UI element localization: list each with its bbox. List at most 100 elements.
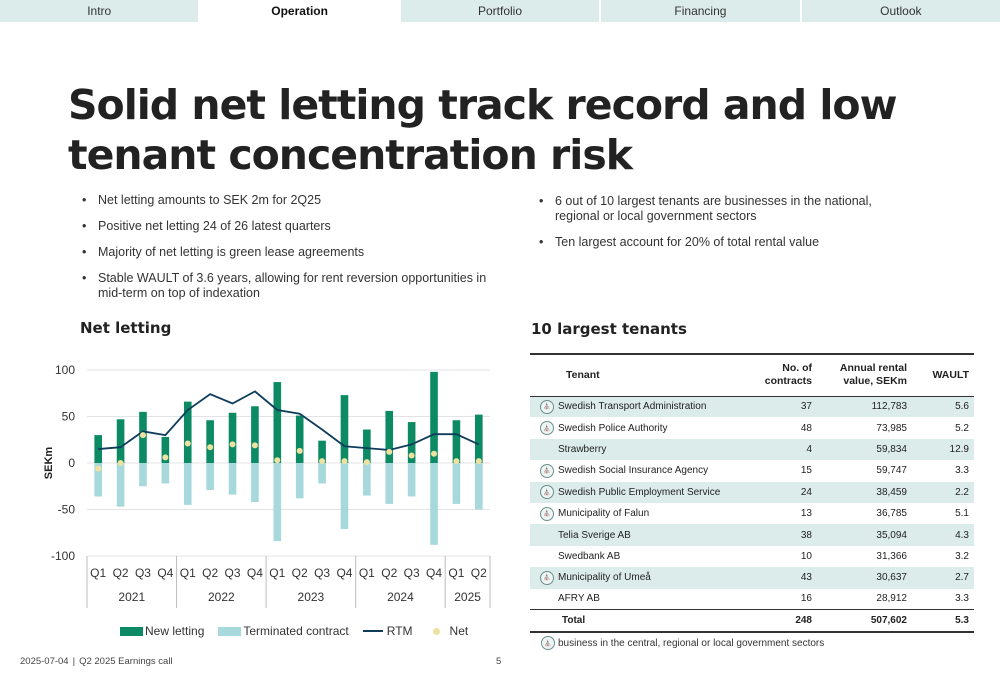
point-net — [139, 432, 146, 439]
x-tick-label: Q3 — [404, 566, 420, 580]
point-net — [296, 447, 303, 454]
bullet-item: Majority of net letting is green lease a… — [80, 245, 500, 260]
cell-contracts: 37 — [800, 401, 812, 413]
table-row: Swedbank AB 10 31,366 3.2 — [530, 546, 974, 567]
legend-rtm: RTM — [362, 624, 413, 638]
bullet-item: Positive net letting 24 of 26 latest qua… — [80, 219, 500, 234]
slide-footer: 2025-07-04 | Q2 2025 Earnings call — [20, 656, 173, 667]
x-tick-label: Q1 — [359, 566, 375, 580]
point-net — [162, 454, 169, 461]
cell-contracts: 4 — [806, 443, 812, 455]
legend-label: Terminated contract — [243, 624, 349, 638]
point-net — [363, 459, 370, 466]
cell-tenant: Swedbank AB — [530, 546, 760, 567]
col-header-contracts: No. of contracts — [760, 354, 812, 396]
x-tick-label: Q2 — [381, 566, 397, 580]
point-net — [251, 442, 258, 449]
point-net — [386, 448, 393, 455]
cell-value: 31,366 — [876, 550, 907, 562]
col-header-value: Annual rental value, SEKm — [812, 354, 907, 396]
bar-new-letting — [385, 410, 394, 463]
bar-terminated — [474, 463, 483, 510]
bar-terminated — [228, 463, 237, 495]
point-net — [229, 441, 236, 448]
bar-terminated — [94, 463, 103, 497]
table-row: ⛪ Swedish Public Employment Service 24 38,4… — [530, 481, 974, 503]
slide-title: Solid net letting track record and low t… — [68, 81, 897, 179]
x-tick-label: Q2 — [202, 566, 218, 580]
point-net — [117, 460, 124, 466]
tenant-name: Municipality of Falun — [558, 508, 650, 520]
bar-new-letting — [318, 440, 326, 463]
footer-date: 2025-07-04 — [20, 656, 69, 667]
government-building-icon: ⛪ — [540, 506, 554, 521]
bar-terminated — [139, 463, 147, 487]
x-tick-label: Q3 — [314, 566, 330, 580]
cell-value: 30,637 — [876, 572, 907, 584]
x-tick-label: Q2 — [471, 566, 487, 580]
cell-wault: 3.2 — [955, 550, 969, 562]
legend-terminated: Terminated contract — [218, 624, 349, 638]
point-net — [274, 457, 281, 464]
bar-new-letting — [363, 429, 371, 463]
bar-terminated — [116, 463, 125, 507]
tenant-name: AFRY AB — [558, 593, 600, 605]
x-tick-label: Q1 — [180, 566, 196, 580]
total-wault: 5.3 — [955, 615, 969, 627]
cell-contracts: 24 — [800, 486, 812, 498]
cell-wault: 3.3 — [955, 593, 969, 605]
bar-terminated — [340, 463, 349, 530]
y-tick-label: 100 — [55, 363, 75, 377]
table-row: ⛪ Swedish Transport Administration 37 112,7… — [530, 396, 974, 418]
tenant-name-wrap: Telia Sverige AB — [540, 530, 760, 541]
net-letting-title: Net letting — [80, 319, 172, 337]
cell-contracts: 13 — [800, 508, 812, 520]
total-contracts: 248 — [795, 615, 812, 627]
nav-tab-portfolio[interactable]: Portfolio — [400, 0, 600, 22]
bar-terminated — [430, 463, 438, 545]
legend-label: Net — [449, 624, 469, 638]
y-tick-label: 50 — [62, 410, 76, 424]
government-building-icon: ⛪ — [540, 421, 554, 436]
bar-terminated — [161, 463, 170, 484]
nav-tab-financing[interactable]: Financing — [601, 0, 800, 22]
x-group-label: 2025 — [454, 590, 481, 604]
cell-contracts: 10 — [800, 550, 812, 562]
nav-tab-operation[interactable]: Operation — [200, 0, 399, 22]
tenant-name: Swedish Social Insurance Agency — [558, 465, 709, 477]
top-nav: Intro Operation Portfolio Financing Outl… — [0, 0, 1000, 22]
legend-net: Net — [427, 624, 469, 638]
bar-new-letting — [452, 420, 461, 463]
table-row: Telia Sverige AB 38 35,094 4.3 — [530, 524, 974, 546]
chart-legend: New letting Terminated contract RTM Net — [120, 624, 482, 638]
point-net — [341, 458, 348, 465]
bar-terminated — [407, 463, 416, 497]
bullet-item: Net letting amounts to SEK 2m for 2Q25 — [80, 193, 500, 208]
government-building-icon: ⛪ — [540, 485, 554, 500]
bar-terminated — [251, 463, 259, 503]
y-tick-label: -100 — [51, 549, 75, 563]
cell-contracts: 15 — [800, 465, 812, 477]
cell-contracts: 43 — [800, 572, 812, 584]
cell-value: 73,985 — [876, 422, 907, 434]
government-building-icon: ⛪ — [540, 570, 554, 585]
legend-label: RTM — [386, 624, 413, 638]
col-header-tenant: Tenant — [566, 368, 600, 381]
x-tick-label: Q4 — [426, 566, 442, 580]
government-building-icon: ⛪ — [541, 636, 555, 650]
cell-value: 38,459 — [876, 486, 907, 498]
cell-value: 59,834 — [876, 443, 907, 455]
tenant-name-wrap: ⛪ Swedish Transport Administration — [540, 399, 760, 414]
x-tick-label: Q1 — [90, 566, 106, 580]
cell-tenant: ⛪ Swedish Public Employment Service — [530, 482, 760, 503]
tenant-name: Telia Sverige AB — [558, 529, 631, 541]
page-number: 5 — [496, 656, 502, 667]
tenant-name-wrap: AFRY AB — [540, 593, 760, 604]
bar-new-letting — [116, 419, 125, 463]
nav-tab-outlook[interactable]: Outlook — [801, 0, 1000, 22]
point-net — [453, 458, 460, 465]
bar-terminated — [295, 463, 304, 499]
cell-wault: 4.3 — [955, 529, 969, 541]
nav-tab-intro[interactable]: Intro — [0, 0, 199, 22]
table-row: ⛪ Municipality of Falun 13 36,785 5.1 — [530, 503, 974, 524]
